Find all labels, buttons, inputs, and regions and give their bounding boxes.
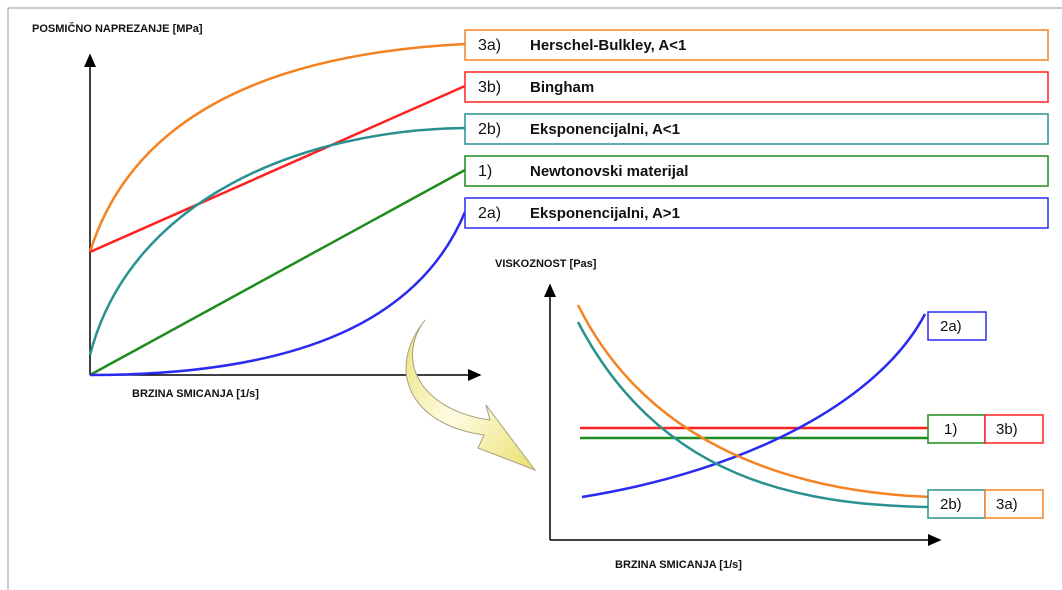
x-axis-label: BRZINA SMICANJA [1/s] bbox=[132, 388, 259, 400]
legend-label: Eksponencijalni, A>1 bbox=[530, 205, 680, 222]
legend-code: 2b) bbox=[478, 121, 501, 138]
tag: 2b) bbox=[940, 496, 962, 513]
x-axis-label: BRZINA SMICANJA [1/s] bbox=[615, 559, 742, 571]
curve bbox=[576, 304, 931, 499]
legend-code: 3a) bbox=[478, 37, 501, 54]
legend-label: Newtonovski materijal bbox=[530, 163, 688, 180]
legend-code: 1) bbox=[478, 163, 492, 180]
legend-label: Herschel-Bulkley, A<1 bbox=[530, 37, 686, 54]
tag: 1) bbox=[944, 421, 957, 438]
tag-box bbox=[927, 489, 986, 519]
legend-code: 3b) bbox=[478, 79, 501, 96]
y-axis-label: POSMIČNO NAPREZANJE [MPa] bbox=[32, 22, 203, 35]
curve bbox=[89, 84, 466, 254]
legend-label: Eksponencijalni, A<1 bbox=[530, 121, 680, 138]
curve bbox=[576, 321, 931, 509]
tag-box bbox=[927, 311, 987, 341]
curve bbox=[88, 42, 466, 253]
curve bbox=[89, 211, 467, 377]
curve bbox=[581, 313, 927, 499]
tag-box bbox=[984, 414, 1044, 444]
tag: 2a) bbox=[940, 318, 962, 335]
legend-box bbox=[464, 197, 1049, 229]
frame bbox=[7, 7, 1062, 590]
legend-label: Bingham bbox=[530, 79, 594, 96]
legend-code: 2a) bbox=[478, 205, 501, 222]
y-axis-label: VISKOZNOST [Pas] bbox=[495, 258, 597, 270]
curve bbox=[89, 168, 466, 377]
curve bbox=[88, 126, 466, 356]
legend-box bbox=[464, 29, 1049, 61]
tag-box bbox=[927, 414, 986, 444]
legend-box bbox=[464, 71, 1049, 103]
transition-arrow bbox=[405, 319, 537, 472]
legend-box bbox=[464, 155, 1049, 187]
tag-box bbox=[984, 489, 1044, 519]
tag: 3a) bbox=[996, 496, 1018, 513]
legend: 3a) Herschel-Bulkley, A<1 3b) Bingham 2b… bbox=[464, 29, 1049, 229]
tag: 3b) bbox=[996, 421, 1018, 438]
legend-box bbox=[464, 113, 1049, 145]
